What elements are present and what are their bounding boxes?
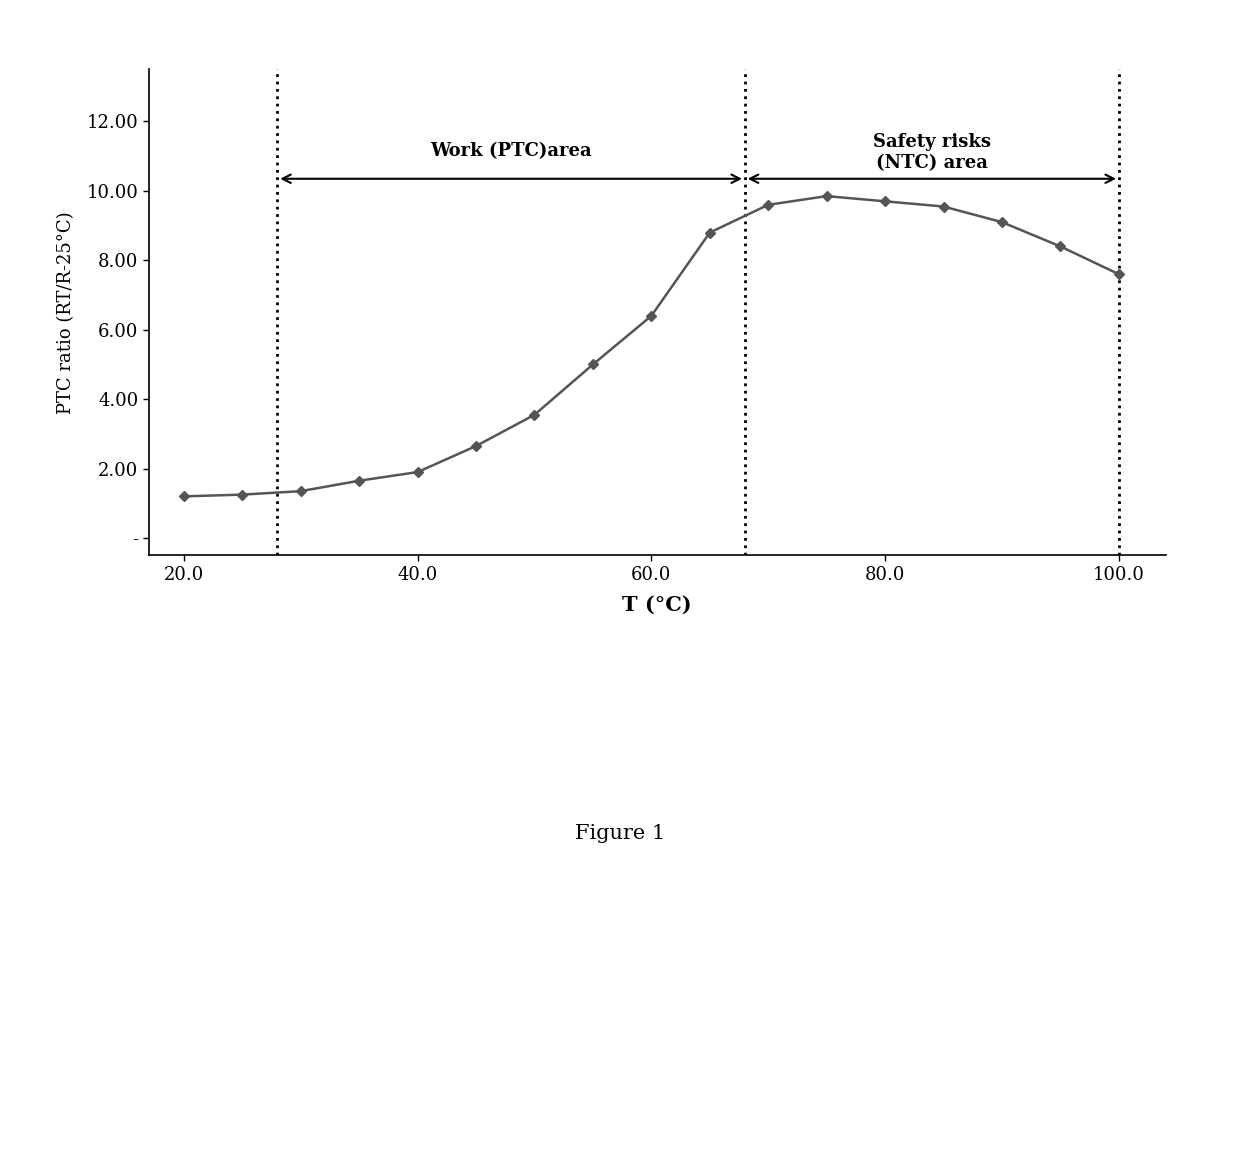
Text: Figure 1: Figure 1 (575, 824, 665, 842)
Y-axis label: PTC ratio (RT/R-25°C): PTC ratio (RT/R-25°C) (57, 211, 76, 414)
Text: Safety risks
(NTC) area: Safety risks (NTC) area (873, 133, 991, 172)
Text: Work (PTC)area: Work (PTC)area (430, 141, 591, 160)
X-axis label: T (°C): T (°C) (622, 595, 692, 614)
